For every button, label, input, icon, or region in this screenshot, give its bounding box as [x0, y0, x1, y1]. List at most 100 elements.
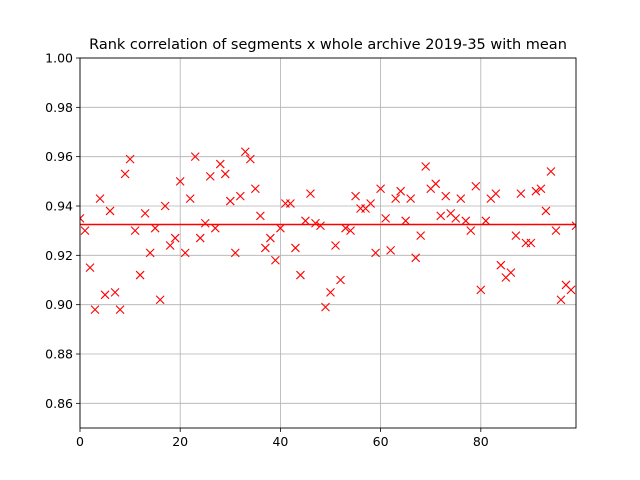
data-point — [351, 191, 360, 201]
data-point — [120, 169, 130, 179]
data-point — [376, 184, 385, 194]
data-point — [366, 199, 375, 208]
data-point — [441, 191, 451, 201]
data-point — [240, 147, 250, 157]
data-point — [316, 221, 325, 231]
data-point — [461, 216, 471, 226]
data-point — [456, 194, 466, 203]
data-point — [215, 159, 225, 169]
plot-frame — [79, 57, 577, 429]
data-point — [175, 176, 185, 186]
data-point — [245, 154, 255, 164]
plot-area-background — [80, 58, 576, 428]
data-point — [516, 189, 526, 199]
data-point — [371, 248, 380, 258]
data-point — [546, 167, 556, 176]
data-point — [431, 179, 441, 189]
data-point — [145, 248, 155, 258]
y-tick-label: 1.00 — [45, 51, 73, 66]
data-point — [471, 181, 481, 191]
data-point — [276, 223, 285, 233]
data-point — [336, 275, 345, 285]
data-point — [296, 270, 305, 280]
data-point — [210, 223, 220, 233]
data-point — [311, 218, 320, 228]
data-point — [391, 194, 401, 203]
data-point — [386, 246, 396, 255]
data-point — [105, 206, 115, 216]
data-point — [401, 216, 411, 226]
data-point — [230, 248, 240, 258]
data-point — [286, 199, 295, 208]
data-point — [271, 255, 280, 265]
data-point — [291, 243, 300, 253]
data-point — [346, 226, 355, 236]
data-point — [115, 305, 125, 314]
data-point — [566, 285, 576, 295]
data-point — [80, 213, 85, 223]
data-points — [80, 147, 576, 314]
data-point — [90, 305, 100, 314]
data-point — [255, 211, 265, 221]
y-tick-label: 0.86 — [45, 396, 73, 411]
data-point — [225, 196, 235, 206]
data-point — [326, 287, 335, 297]
y-tick-label: 0.88 — [45, 347, 73, 362]
data-point — [406, 194, 416, 203]
data-point — [190, 152, 200, 162]
chart-title: Rank correlation of segments x whole arc… — [89, 37, 567, 53]
data-point — [260, 243, 270, 253]
data-point — [150, 223, 160, 233]
data-point — [185, 194, 195, 203]
x-tick-label: 80 — [473, 434, 489, 449]
data-point — [536, 184, 546, 194]
data-point — [531, 186, 541, 196]
data-point — [496, 260, 506, 270]
x-tick-label: 0 — [76, 434, 84, 449]
data-point — [511, 231, 521, 240]
data-point — [301, 216, 310, 226]
data-point — [481, 216, 491, 226]
data-point — [341, 223, 350, 233]
y-tick-label: 0.96 — [45, 149, 73, 164]
y-tick-label: 0.98 — [45, 100, 73, 115]
data-point — [416, 231, 426, 240]
data-point — [250, 184, 260, 194]
data-point — [155, 295, 165, 305]
data-point — [170, 233, 180, 243]
data-point — [195, 233, 205, 243]
data-point — [526, 238, 536, 248]
y-tick-label: 0.94 — [45, 199, 73, 214]
data-point — [100, 290, 110, 300]
data-point — [80, 226, 90, 236]
data-point — [125, 154, 135, 164]
y-tick-label: 0.90 — [45, 297, 73, 312]
data-point — [541, 206, 551, 216]
data-point — [165, 241, 175, 250]
data-point — [551, 226, 561, 236]
data-point — [200, 218, 210, 228]
data-point — [95, 194, 105, 203]
data-point — [140, 209, 150, 218]
x-tick-label: 40 — [272, 434, 288, 449]
data-point — [466, 226, 476, 236]
axis-ticks: 0 20 40 60 80 0.86 0.88 0.90 0.92 0.94 0.96 0.98 1.0… — [45, 51, 489, 450]
data-point — [85, 263, 95, 273]
data-point — [306, 189, 315, 199]
x-tick-label: 60 — [373, 434, 389, 449]
data-point — [220, 169, 230, 179]
data-point — [205, 172, 215, 181]
grid-lines — [79, 57, 576, 428]
x-tick-label: 20 — [172, 434, 188, 449]
y-tick-label: 0.92 — [45, 248, 73, 263]
data-point — [160, 201, 170, 211]
data-point — [130, 226, 140, 236]
data-point — [436, 211, 446, 221]
data-point — [135, 270, 145, 280]
data-point — [451, 213, 461, 223]
data-point — [321, 302, 330, 312]
data-point — [411, 253, 421, 263]
data-point — [491, 189, 501, 199]
data-point — [331, 241, 340, 250]
